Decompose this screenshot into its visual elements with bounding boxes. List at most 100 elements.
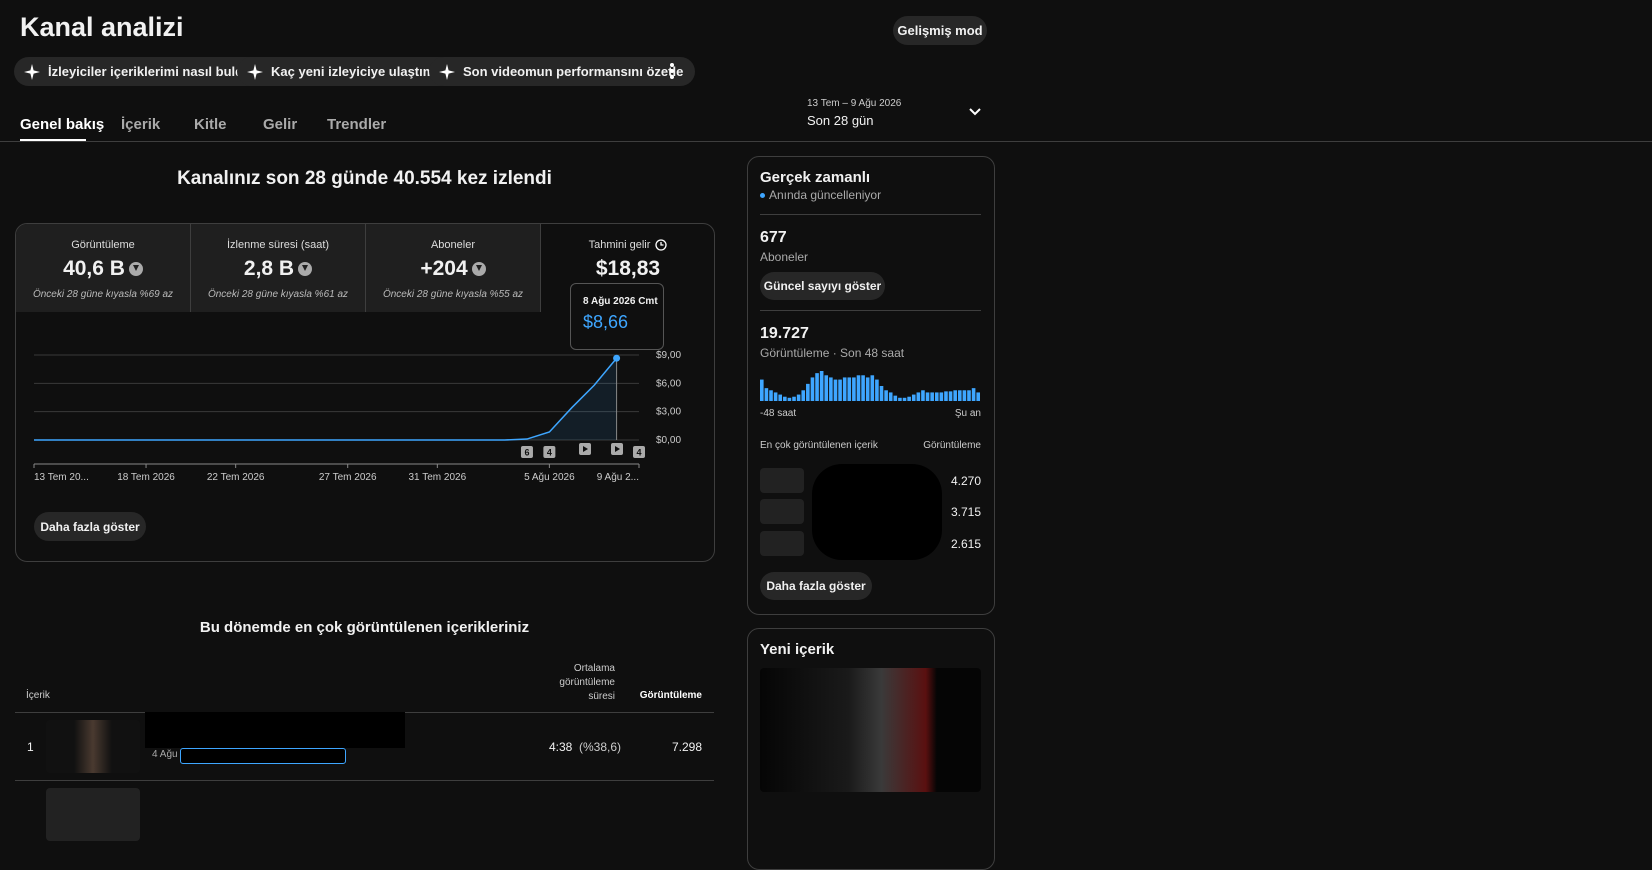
metric-tab[interactable]: İzlenme süresi (saat) 2,8 B Önceki 28 güne… — [191, 224, 366, 312]
bar — [801, 390, 806, 401]
tab[interactable]: Gelir — [263, 116, 298, 133]
metric-tab[interactable]: Tahmini gelir $18,83 — [541, 224, 714, 312]
tab[interactable]: Trendler — [327, 116, 387, 133]
metric-tab[interactable]: Aboneler +204 Önceki 28 güne kıyasla %55 a… — [366, 224, 541, 312]
bar — [806, 383, 810, 401]
column-header: Ortalama görüntüleme süresi — [559, 663, 615, 702]
realtime-title: Gerçek zamanlı — [760, 169, 871, 186]
metric-label: Görüntüleme — [71, 239, 135, 251]
more-button[interactable]: Daha fazla göster — [34, 512, 146, 541]
dropdown-icon[interactable] — [968, 107, 982, 117]
bar — [865, 377, 870, 401]
x-tick-label: 9 Ağu 2... — [597, 472, 639, 483]
metric-note: Önceki 28 güne kıyasla %61 az — [207, 289, 349, 300]
line — [34, 357, 618, 441]
bar — [764, 388, 769, 401]
x-tick-label: Şu an — [955, 408, 981, 419]
tab[interactable]: Kitle — [194, 116, 227, 133]
bar — [888, 392, 893, 401]
bar — [833, 379, 838, 401]
x-tick-label: 22 Tem 2026 — [207, 472, 265, 483]
column-header: Görüntüleme — [639, 690, 702, 701]
suggestion-chip[interactable]: Son videomun performansını özetle — [429, 57, 696, 86]
more-button[interactable]: Daha fazla göster — [760, 572, 872, 600]
sparkle-icon — [247, 63, 263, 80]
x-tick-label: 31 Tem 2026 — [409, 472, 467, 483]
suggestion-text: İzleyiciler içeriklerimi nasıl buldu? — [48, 64, 259, 79]
y-tick-label: $6,00 — [656, 378, 681, 389]
x-tick-label: -48 saat — [760, 408, 796, 419]
thumbnail[interactable] — [46, 720, 140, 773]
bar — [870, 375, 875, 401]
suggestion-text: Son videomun performansını özetle — [463, 64, 684, 79]
chart-tooltip: 8 Ağu 2026 Cmt $8,66 — [570, 283, 664, 350]
divider — [15, 780, 714, 781]
more-menu-icon[interactable] — [664, 61, 680, 81]
bar — [783, 396, 787, 401]
bar — [898, 397, 902, 401]
date-range: 13 Tem – 9 Ağu 2026 — [807, 98, 902, 109]
top-content-column: Görüntüleme — [923, 440, 981, 451]
suggestion-chip[interactable]: İzleyiciler içeriklerimi nasıl buldu? — [14, 57, 271, 86]
page-title: Kanal analizi — [20, 12, 184, 42]
event-marker-label: 4 — [636, 448, 641, 458]
metric-note: Önceki 28 güne kıyasla %69 az — [32, 289, 174, 300]
bar — [884, 390, 888, 401]
refresh-button[interactable]: Güncel sayıyı göster — [760, 272, 885, 300]
bar — [953, 390, 957, 401]
metric-value: 2,8 B — [243, 257, 295, 280]
bar — [829, 377, 833, 401]
highlight-point — [613, 354, 621, 362]
bar — [879, 386, 884, 401]
metric-tab[interactable]: Görüntüleme 40,6 B Önceki 28 güne kıyasla … — [16, 224, 191, 312]
top-content-views: 3.715 — [950, 505, 981, 519]
bar — [971, 388, 976, 401]
bar — [967, 390, 971, 401]
x-tick-label: 5 Ağu 2026 — [524, 472, 575, 483]
top-content-views: 2.615 — [950, 537, 981, 551]
date-period[interactable]: Son 28 gün — [807, 113, 874, 128]
redacted-badge — [180, 748, 346, 764]
down-icon — [298, 262, 313, 276]
bar — [796, 394, 801, 401]
tab[interactable]: İçerik — [121, 116, 161, 133]
views-label: Görüntüleme · Son 48 saat — [760, 346, 905, 360]
new-content-title: Yeni içerik — [760, 641, 835, 658]
realtime-chart: -48 saat Şu an — [760, 371, 981, 419]
live-dot — [760, 192, 765, 198]
down-icon — [471, 262, 486, 276]
divider — [760, 310, 981, 311]
thumbnail[interactable] — [760, 468, 804, 493]
tab-indicator — [20, 139, 86, 141]
bar — [815, 373, 819, 401]
x-tick-label: 27 Tem 2026 — [319, 472, 377, 483]
realtime-status: Anında güncelleniyor — [769, 188, 882, 202]
event-marker-label: 4 — [547, 448, 552, 458]
divider — [760, 214, 981, 215]
bar — [916, 392, 921, 401]
new-content-thumbnail[interactable] — [760, 668, 981, 792]
x-tick-label: 13 Tem 20... — [34, 472, 89, 483]
advanced-mode-button[interactable]: Gelişmiş mod — [893, 16, 987, 45]
bar — [861, 375, 865, 401]
bar — [819, 371, 824, 401]
clock-icon — [655, 239, 668, 251]
x-tick-label: 18 Tem 2026 — [117, 472, 175, 483]
bar — [907, 396, 911, 401]
redacted — [145, 712, 405, 748]
thumbnail[interactable] — [760, 499, 804, 524]
down-icon — [128, 262, 143, 276]
row-date: 4 Ağu 2 — [152, 749, 186, 760]
bar — [847, 377, 852, 401]
metric-note: Önceki 28 güne kıyasla %55 az — [382, 289, 524, 300]
bar — [842, 377, 847, 401]
thumbnail[interactable] — [760, 531, 804, 556]
event-marker — [543, 446, 556, 458]
tooltip-date: 8 Ağu 2026 Cmt — [583, 296, 658, 307]
bar — [778, 394, 783, 401]
suggestion-chip[interactable]: Kaç yeni izleyiciye ulaştım? — [237, 57, 455, 86]
bar — [930, 392, 934, 401]
top-content-views: 4.270 — [950, 474, 981, 488]
thumbnail[interactable] — [46, 788, 140, 841]
tab[interactable]: Genel bakış — [20, 116, 105, 133]
